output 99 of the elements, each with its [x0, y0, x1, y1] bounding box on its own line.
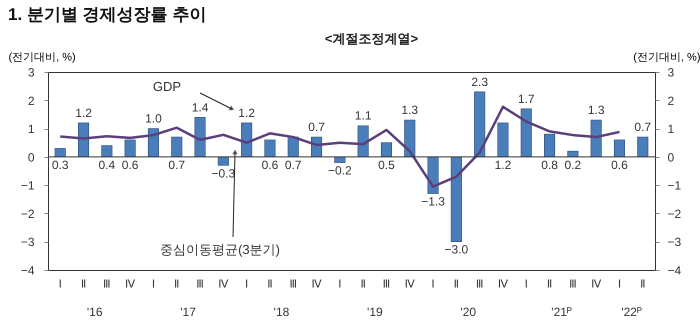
bar	[450, 156, 462, 242]
text: '20	[460, 305, 476, 319]
bar	[101, 145, 112, 158]
x-tick-label: Ⅱ	[454, 278, 460, 290]
y2-axis-title: (전기대비, %)	[633, 52, 700, 64]
bar	[78, 122, 90, 158]
data-label: 1.0	[145, 112, 162, 126]
bar	[241, 122, 252, 158]
x-tick-label: Ⅲ	[569, 278, 577, 290]
data-label: 1.3	[588, 103, 605, 118]
x-tick-label: Ⅱ	[640, 278, 646, 290]
y2-tick-label: 3	[668, 66, 674, 80]
y2-tick-label: −2	[668, 206, 682, 221]
bar	[497, 122, 508, 158]
y2-tick-label: −1	[668, 178, 682, 193]
bar	[590, 120, 602, 158]
x-tick-label: Ⅳ	[404, 278, 416, 290]
bar	[520, 108, 532, 158]
x-tick-label: Ⅰ	[338, 278, 342, 290]
text: '21ᴾ	[551, 305, 572, 319]
x-tick-label: Ⅳ	[311, 278, 322, 290]
bar	[404, 120, 416, 158]
data-label: 1.1	[354, 108, 372, 123]
data-label: 0.7	[308, 120, 326, 134]
data-label: 0.3	[52, 158, 69, 172]
data-label: 0.7	[634, 120, 652, 134]
x-tick-label: Ⅰ	[58, 278, 62, 290]
text: '17	[180, 305, 196, 319]
bar	[194, 116, 206, 158]
data-label: 1.2	[75, 106, 92, 120]
bar	[264, 140, 276, 158]
data-label: 0.6	[122, 158, 139, 172]
text: GDP	[152, 79, 182, 94]
y-tick-label: −4	[20, 264, 35, 278]
y-tick-label: 2	[28, 94, 35, 108]
data-label: −1.3	[421, 194, 446, 209]
y-tick-label: −3	[20, 235, 35, 250]
bar	[544, 134, 556, 158]
y2-tick-label: 0	[668, 150, 674, 164]
x-tick-label: Ⅲ	[103, 278, 111, 290]
bar	[474, 92, 486, 158]
x-tick-label: Ⅰ	[524, 278, 528, 290]
data-label: 0.4	[98, 158, 116, 172]
y-tick-label: 1	[28, 122, 35, 136]
x-tick-label: Ⅱ	[80, 278, 86, 290]
text: '18	[274, 305, 290, 319]
bar	[637, 136, 648, 158]
text: '19	[367, 305, 383, 319]
data-label: 0.5	[378, 158, 396, 172]
chart-title: 1. 분기별 경제성장률 추이	[8, 5, 206, 24]
data-label: 0.2	[564, 158, 582, 172]
data-label: 0.6	[262, 158, 279, 172]
x-tick-label: Ⅲ	[289, 278, 298, 290]
bar	[288, 136, 299, 158]
bar	[171, 136, 182, 158]
data-label: 1.2	[238, 106, 256, 120]
data-label: 0.6	[611, 158, 628, 172]
x-tick-label: Ⅳ	[125, 278, 136, 290]
data-label: −0.2	[328, 164, 352, 178]
y2-tick-label: 1	[668, 122, 674, 136]
x-tick-label: Ⅲ	[476, 278, 484, 290]
x-tick-label: Ⅰ	[245, 278, 248, 290]
y2-tick-label: 2	[668, 94, 674, 108]
data-label: 1.4	[192, 100, 209, 114]
y2-tick-label: −3	[668, 235, 682, 250]
x-tick-label: Ⅰ	[618, 278, 622, 290]
y-tick-label: −1	[20, 178, 35, 193]
x-tick-label: Ⅱ	[174, 278, 180, 290]
data-label: 1.7	[518, 92, 535, 106]
bar	[54, 148, 66, 158]
y-axis-title: (전기대비, %)	[8, 52, 76, 64]
x-tick-label: Ⅲ	[196, 278, 204, 290]
data-label: −3.0	[444, 242, 469, 257]
data-label: 0.7	[284, 158, 302, 172]
data-label: 2.3	[471, 74, 488, 89]
text: '22ᴾ	[621, 305, 642, 319]
y-tick-label: 3	[28, 66, 35, 80]
x-tick-label: Ⅲ	[382, 278, 390, 290]
y2-tick-label: −4	[668, 264, 682, 278]
y-tick-label: −2	[20, 206, 35, 221]
data-label: 0.7	[168, 158, 186, 172]
x-tick-label: Ⅳ	[218, 278, 230, 290]
text: '16	[86, 305, 103, 319]
x-tick-label: Ⅰ	[431, 278, 435, 290]
x-tick-label: Ⅱ	[360, 278, 366, 290]
chart-subtitle: <계절조정계열>	[324, 31, 418, 46]
data-label: 1.3	[401, 103, 418, 118]
data-label: 1.2	[494, 158, 512, 172]
bar	[614, 140, 626, 158]
y-tick-label: 0	[28, 150, 35, 164]
data-label: 0.8	[541, 158, 558, 172]
bar	[380, 142, 392, 158]
x-tick-label: Ⅳ	[498, 278, 509, 290]
x-tick-label: Ⅱ	[267, 278, 273, 290]
x-tick-label: Ⅳ	[591, 278, 602, 290]
bar	[124, 140, 136, 158]
x-tick-label: Ⅱ	[546, 278, 552, 290]
x-tick-label: Ⅰ	[152, 278, 156, 290]
text: 중심이동평균(3분기)	[160, 242, 280, 257]
